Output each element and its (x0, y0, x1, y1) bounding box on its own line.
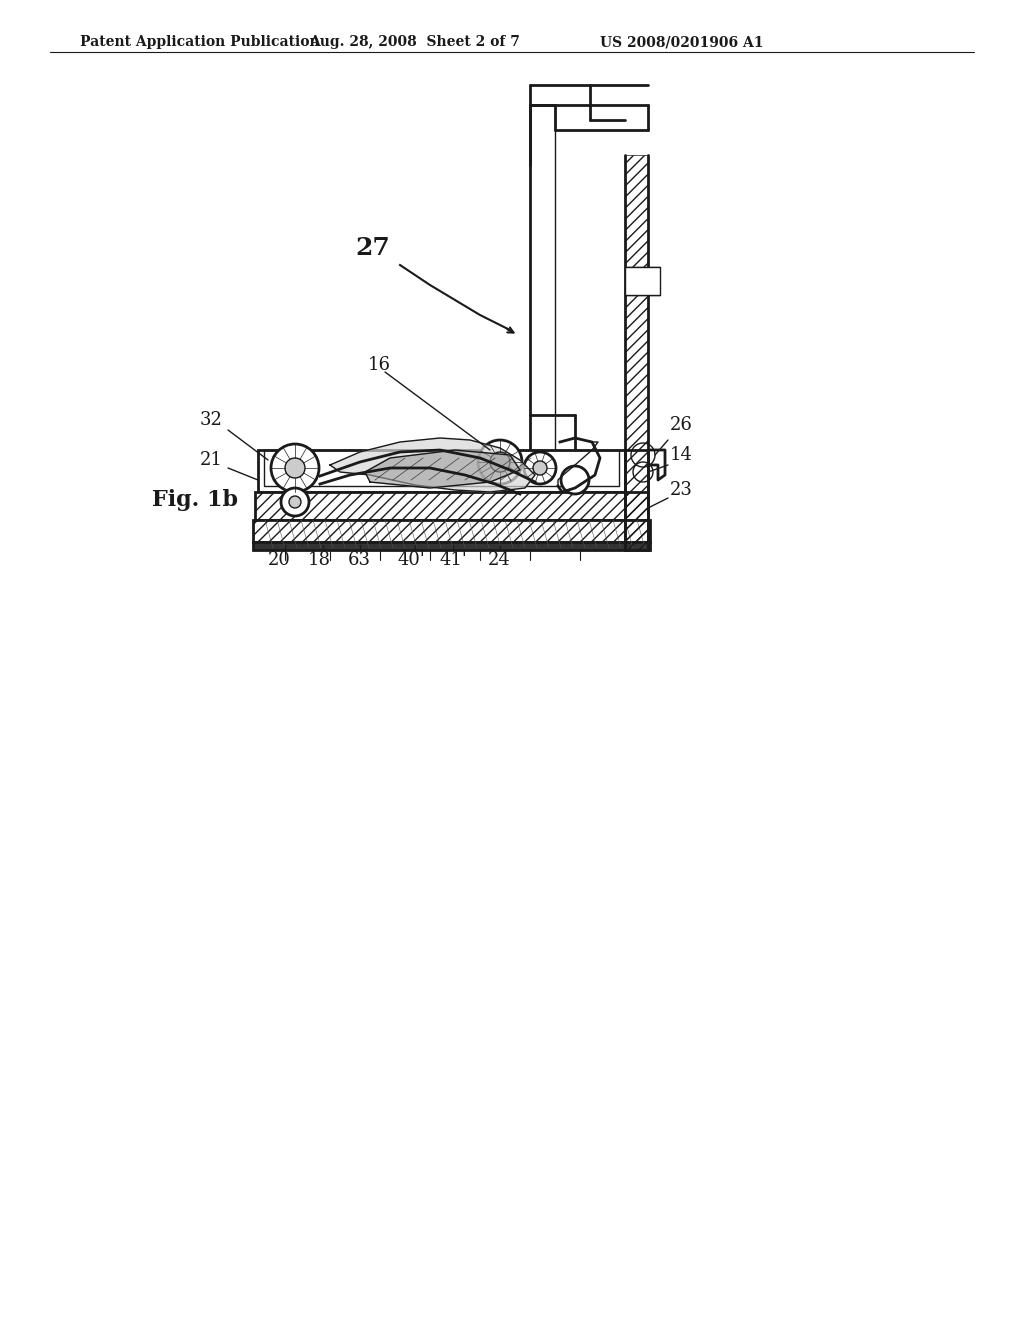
Circle shape (478, 440, 522, 484)
Text: 41': 41' (440, 550, 468, 569)
Circle shape (490, 451, 510, 473)
Bar (625, 154, 648, 450)
Circle shape (524, 451, 556, 484)
Circle shape (289, 496, 301, 508)
Polygon shape (365, 450, 520, 488)
Bar (625, 450, 648, 550)
Text: Fig. 1b: Fig. 1b (152, 488, 238, 511)
Circle shape (561, 466, 589, 494)
Bar (258, 450, 625, 492)
Bar (253, 520, 650, 543)
Text: 26: 26 (670, 416, 693, 434)
Text: 18: 18 (308, 550, 331, 569)
Text: Patent Application Publication: Patent Application Publication (80, 36, 319, 49)
Polygon shape (330, 438, 535, 492)
Text: 14: 14 (670, 446, 693, 465)
Bar (264, 450, 618, 486)
Text: 24: 24 (488, 550, 511, 569)
Circle shape (281, 488, 309, 516)
Bar (625, 267, 660, 294)
Bar (253, 520, 650, 543)
Text: Aug. 28, 2008  Sheet 2 of 7: Aug. 28, 2008 Sheet 2 of 7 (309, 36, 520, 49)
Bar (255, 492, 648, 520)
Text: 20: 20 (268, 550, 291, 569)
Text: 16: 16 (368, 356, 391, 374)
Text: 27: 27 (355, 236, 390, 260)
Text: US 2008/0201906 A1: US 2008/0201906 A1 (600, 36, 764, 49)
Bar (255, 492, 648, 520)
Text: 32: 32 (200, 411, 223, 429)
Circle shape (271, 444, 319, 492)
Circle shape (534, 461, 547, 475)
Text: 40': 40' (398, 550, 426, 569)
Text: 21: 21 (200, 451, 223, 469)
Text: 23: 23 (670, 480, 693, 499)
Bar (253, 543, 650, 550)
Circle shape (285, 458, 305, 478)
Text: 63: 63 (348, 550, 371, 569)
